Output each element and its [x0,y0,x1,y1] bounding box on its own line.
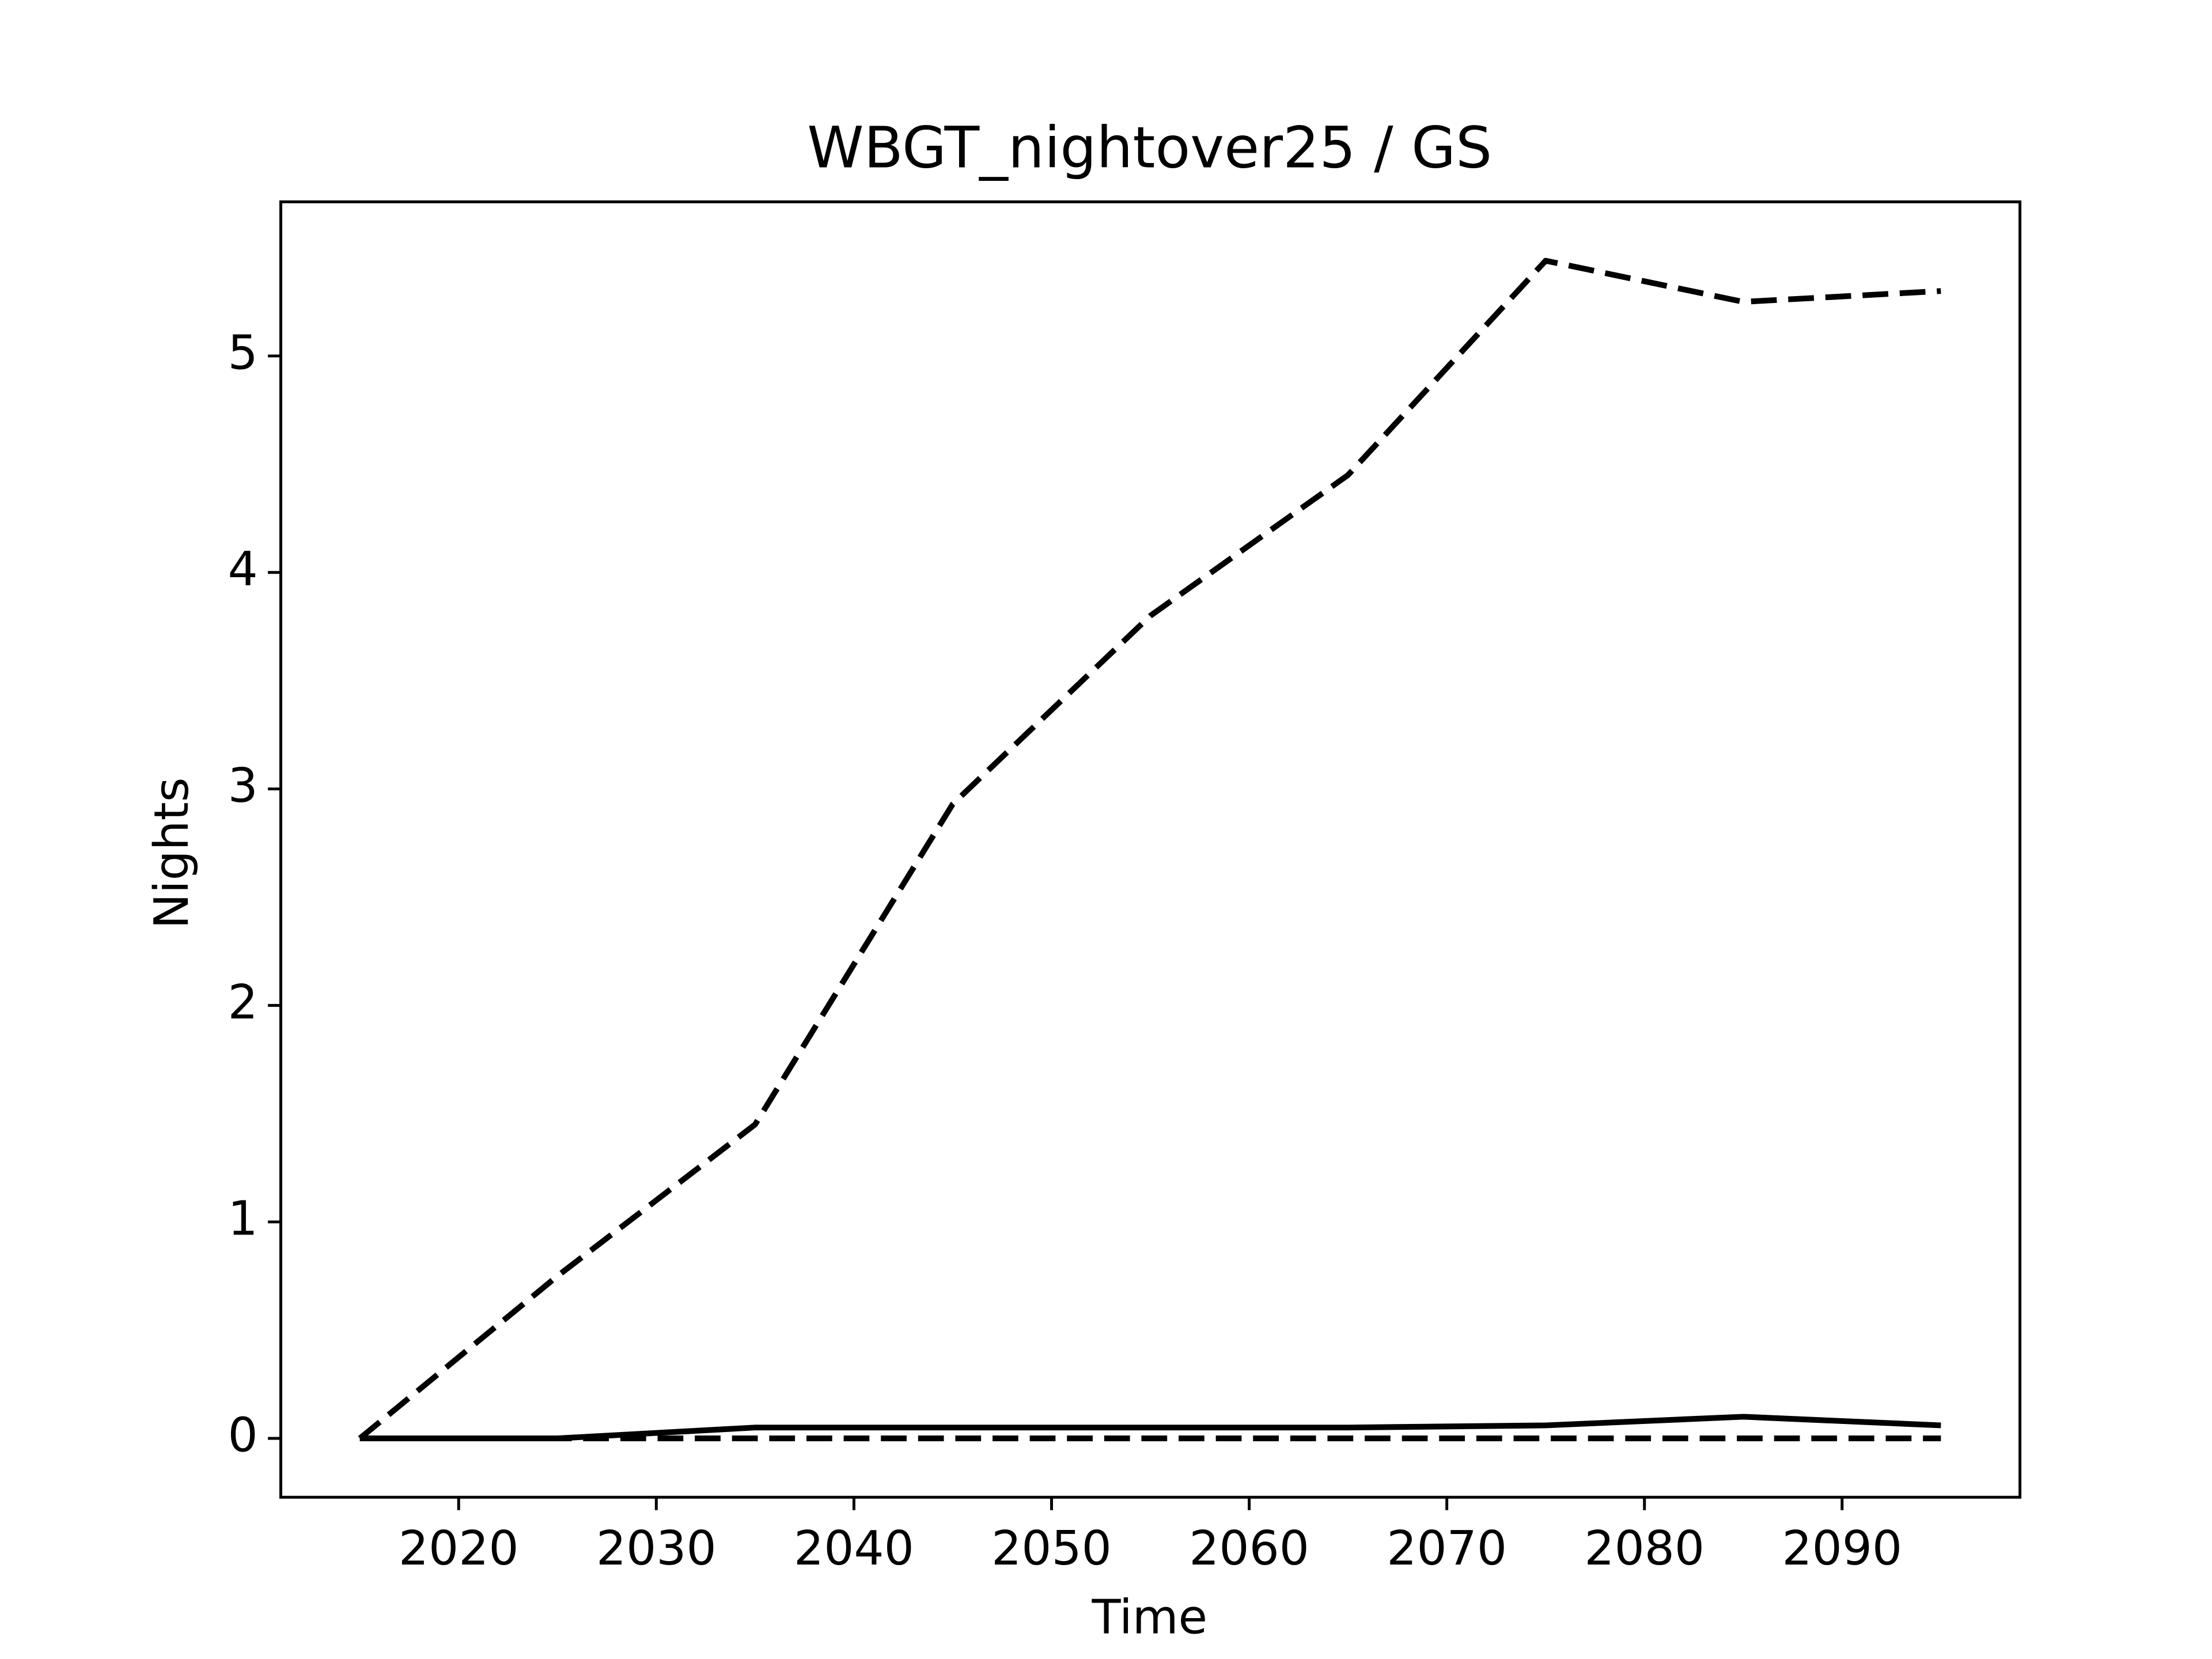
y-tick-label: 3 [228,759,258,813]
chart-title: WBGT_nightover25 / GS [807,115,1492,181]
x-tick-label: 2030 [596,1521,717,1576]
y-tick-label: 0 [228,1408,258,1463]
x-tick-label: 2040 [794,1521,914,1576]
x-axis-label: Time [1091,1590,1207,1645]
x-tick-label: 2080 [1584,1521,1705,1576]
x-tick-label: 2060 [1189,1521,1309,1576]
x-tick-label: 2090 [1782,1521,1902,1576]
series-line [358,257,1941,1441]
x-tick-label: 2050 [991,1521,1112,1576]
y-tick-label: 1 [228,1192,258,1247]
y-tick-label: 2 [228,975,258,1030]
y-tick-label: 4 [228,542,258,597]
x-tick-label: 2020 [399,1521,519,1576]
y-tick-label: 5 [228,325,258,380]
series-line [359,1414,1941,1441]
plot-frame [279,200,2022,1499]
y-axis-label: Nights [145,777,199,929]
x-tick-label: 2070 [1387,1521,1507,1576]
